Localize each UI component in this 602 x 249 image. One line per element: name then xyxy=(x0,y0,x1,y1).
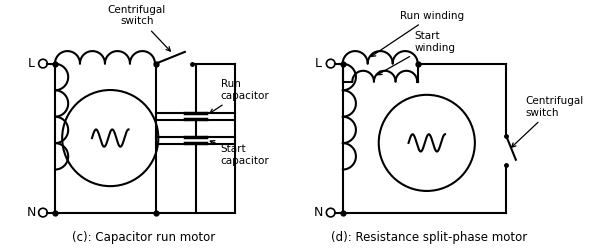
Text: Start
winding: Start winding xyxy=(377,31,456,75)
Text: Centrifugal
switch: Centrifugal switch xyxy=(512,96,583,147)
Text: Centrifugal
switch: Centrifugal switch xyxy=(108,5,170,51)
Text: (c): Capacitor run motor: (c): Capacitor run motor xyxy=(72,231,216,244)
Text: N: N xyxy=(314,206,323,219)
Text: (d): Resistance split-phase motor: (d): Resistance split-phase motor xyxy=(331,231,527,244)
Text: Start
capacitor: Start capacitor xyxy=(210,141,270,166)
Text: L: L xyxy=(28,57,34,70)
Text: Run
capacitor: Run capacitor xyxy=(210,79,270,113)
Text: L: L xyxy=(315,57,322,70)
Text: Run winding: Run winding xyxy=(371,10,465,57)
Text: N: N xyxy=(26,206,36,219)
